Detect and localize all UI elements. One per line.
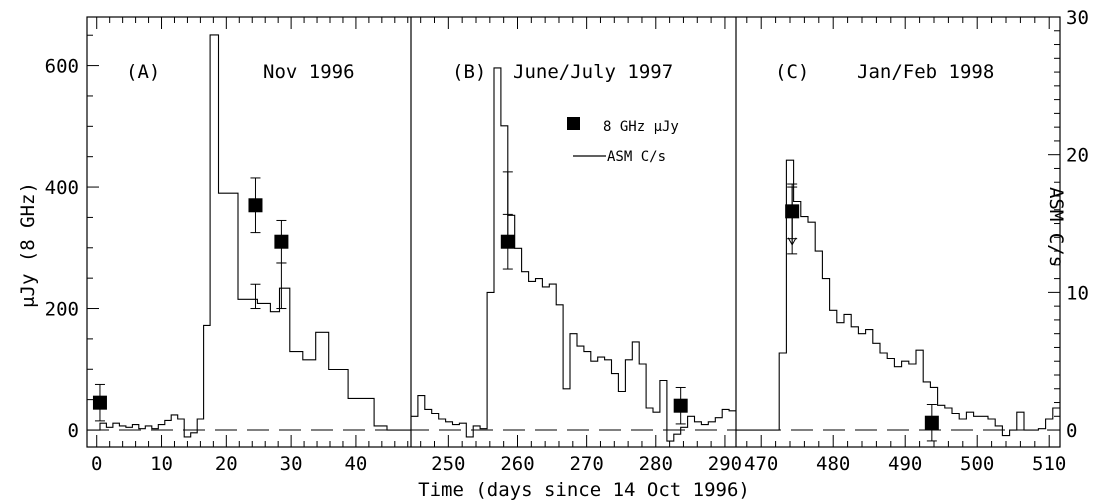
- panel-a-epoch: Nov 1996: [263, 61, 355, 83]
- x-tick-label-c: 500: [960, 453, 994, 475]
- radio-point-b: [500, 234, 515, 249]
- x-tick-label-a: 20: [215, 453, 238, 475]
- panel-b-label: (B): [452, 61, 486, 83]
- y-right-tick-label: 10: [1066, 282, 1089, 304]
- x-tick-label-b: 280: [639, 453, 673, 475]
- radio-point-a: [92, 395, 107, 410]
- y-right-tick-label: 30: [1066, 7, 1089, 29]
- y-left-tick-label: 400: [45, 177, 79, 199]
- panel-c-epoch: Jan/Feb 1998: [857, 61, 994, 83]
- legend-radio-label: 8 GHz μJy: [603, 119, 679, 135]
- y-axis-right-title: ASM C/s: [1045, 187, 1067, 267]
- panel-a-label: (A): [126, 61, 160, 83]
- x-tick-label-a: 10: [150, 453, 173, 475]
- x-tick-label-c: 470: [744, 453, 778, 475]
- x-tick-label-a: 30: [280, 453, 303, 475]
- radio-point-b: [673, 398, 688, 413]
- legend-asm-label: ASM C/s: [607, 149, 666, 165]
- panel-c-label: (C): [775, 61, 809, 83]
- plot-frame: [86, 16, 1061, 448]
- x-tick-label-b: 270: [569, 453, 603, 475]
- radio-point-a: [248, 198, 263, 213]
- x-tick-label-c: 480: [816, 453, 850, 475]
- radio-point-c: [924, 415, 939, 430]
- x-tick-label-c: 510: [1032, 453, 1066, 475]
- x-tick-label-a: 0: [91, 453, 102, 475]
- y-left-tick-label: 200: [45, 299, 79, 321]
- legend-radio-marker: [567, 117, 580, 130]
- x-tick-label-a: 40: [344, 453, 367, 475]
- asm-series-a: [87, 34, 411, 438]
- asm-series-c: [736, 159, 1060, 437]
- x-tick-label-b: 290: [708, 453, 742, 475]
- x-tick-label-c: 490: [888, 453, 922, 475]
- plot-area: 0 200 400 600 0 10 20 30 0 10 20 30 40 250 260 270 280 29…: [45, 7, 1089, 475]
- x-tick-label-b: 260: [500, 453, 534, 475]
- x-tick-label-b: 250: [431, 453, 465, 475]
- upper-limit-arrow-head: [787, 237, 797, 246]
- x-axis-title: Time (days since 14 Oct 1996): [418, 479, 750, 500]
- y-left-tick-label: 0: [68, 420, 79, 442]
- panel-b-epoch: June/July 1997: [513, 61, 673, 83]
- asm-series-b: [411, 67, 736, 442]
- y-left-tick-label: 600: [45, 56, 79, 78]
- y-right-tick-label: 20: [1066, 145, 1089, 167]
- y-axis-left-title: μJy (8 GHz): [17, 182, 39, 308]
- radio-point-a: [274, 234, 289, 249]
- y-right-tick-label: 0: [1066, 420, 1077, 442]
